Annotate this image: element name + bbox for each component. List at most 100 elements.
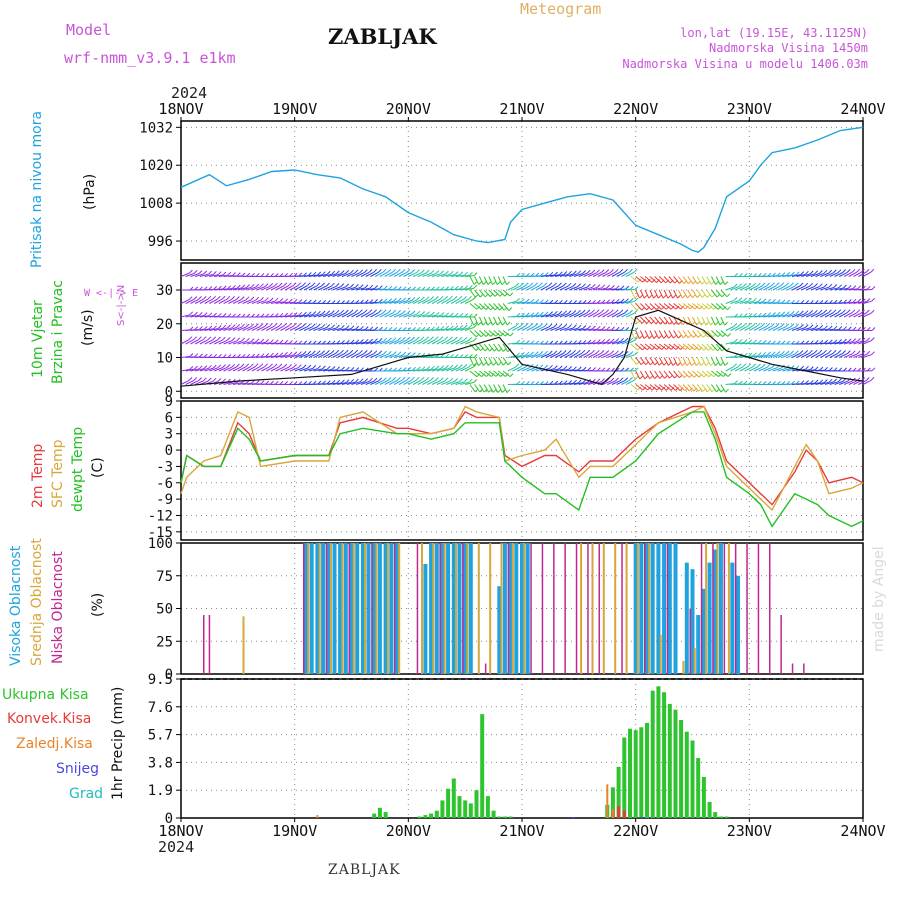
wind-barb: [384, 271, 393, 277]
wind-barb-flag: [435, 326, 440, 330]
wind-barb: [512, 366, 521, 372]
wind-barb-flag: [302, 323, 307, 327]
wind-barb: [687, 289, 693, 299]
wind-barb: [232, 326, 242, 331]
wind-barb-flag: [250, 283, 255, 288]
wind-barb-flag: [458, 336, 463, 341]
wind-barb: [583, 286, 593, 291]
wind-barb: [356, 341, 366, 345]
wind-barb: [564, 285, 574, 291]
wind-barb: [393, 300, 403, 304]
wind-barb: [715, 330, 724, 337]
wind-barb-flag: [383, 298, 388, 303]
wind-barb-flag: [534, 323, 539, 327]
wind-barb-flag: [284, 352, 288, 356]
wind-barb: [843, 271, 853, 277]
wind-barb-flag: [577, 270, 582, 275]
wind-barb-flag: [838, 299, 843, 304]
wind-barb-flag: [586, 269, 591, 274]
wind-barb-flag: [600, 269, 605, 273]
cloud-low-bar: [371, 543, 373, 674]
wind-barb: [232, 287, 242, 291]
wind-barb-flag: [643, 294, 648, 299]
wind-barb-flag: [401, 376, 406, 381]
wind-barb: [237, 299, 247, 304]
wind-barb: [725, 299, 735, 304]
wind-barb: [360, 287, 370, 291]
wind-barb-flag: [620, 285, 625, 290]
wind-barb: [327, 382, 337, 385]
wind-barb: [692, 384, 699, 392]
wind-barb-flag: [411, 310, 416, 315]
wind-barb-flag: [254, 363, 259, 368]
wind-barb-flag: [487, 362, 492, 366]
wind-barb: [673, 316, 679, 325]
wind-barb: [839, 380, 848, 385]
wind-barb: [209, 274, 219, 277]
cloud-mid-bar: [477, 543, 480, 674]
wind-barb: [261, 366, 270, 372]
wind-barb-flag: [445, 353, 450, 358]
wind-barb-flag: [378, 268, 382, 273]
wind-barb: [801, 382, 811, 385]
wind-barb: [185, 380, 195, 385]
wind-barb-flag: [539, 364, 544, 369]
precip-total-bar: [485, 796, 490, 818]
wind-barb-flag: [355, 378, 359, 383]
wind-barb: [185, 272, 195, 277]
wind-barb: [791, 326, 801, 331]
wind-barb: [564, 273, 574, 277]
wind-barb-flag: [828, 339, 833, 344]
wind-barb-flag: [554, 271, 558, 276]
wind-barb-flag: [449, 336, 453, 341]
wind-barb-flag: [753, 339, 757, 344]
wind-barb-flag: [772, 299, 776, 303]
wind-barb-flag: [767, 272, 772, 277]
wind-barb: [417, 272, 427, 277]
wind-barb-flag: [581, 309, 586, 314]
wind-barb: [413, 369, 423, 372]
wind-barb-flag: [345, 283, 350, 288]
wind-barb-flag: [350, 367, 355, 371]
wind-barb-flag: [837, 350, 842, 354]
wind-barb-flag: [317, 299, 322, 304]
wind-barb: [540, 314, 550, 318]
wind-barb-flag: [592, 339, 596, 344]
wind-barb: [715, 303, 724, 310]
cloud-low-bar: [203, 615, 205, 674]
wind-barb: [668, 316, 675, 325]
wind-barb-flag: [464, 313, 469, 317]
wind-barb-flag: [453, 295, 458, 300]
wind-barb-flag: [316, 323, 321, 328]
wind-barb: [346, 328, 356, 331]
wind-barb: [346, 342, 356, 345]
x-tick-label-bottom: 18NOV: [158, 822, 203, 840]
wind-barb-flag: [833, 325, 838, 330]
wind-barb-flag: [321, 350, 326, 354]
wind-barb-flag: [601, 338, 606, 343]
wind-barb-flag: [651, 279, 656, 283]
wind-barb-flag: [322, 271, 326, 276]
wind-barb-flag: [445, 270, 449, 275]
wind-barb-flag: [231, 363, 236, 368]
wind-barb-flag: [426, 366, 431, 370]
wind-barb-flag: [321, 323, 326, 328]
wind-barb: [266, 355, 276, 358]
wind-barb-flag: [227, 271, 232, 276]
wind-barb-flag: [543, 282, 548, 287]
wind-barb-flag: [264, 283, 269, 287]
wind-barb-flag: [658, 335, 663, 339]
wind-barb: [365, 288, 375, 291]
wind-barb-flag: [270, 352, 274, 357]
wind-barb-flag: [871, 286, 876, 290]
wind-barb-flag: [449, 364, 454, 369]
wind-barb-flag: [435, 377, 439, 381]
wind-barb: [204, 339, 213, 345]
wind-barb-flag: [284, 312, 289, 317]
wind-barb: [725, 286, 735, 291]
wind-barb-flag: [308, 299, 312, 304]
wind-barb-flag: [350, 325, 355, 330]
cloud-high-bar: [315, 543, 320, 674]
wind-barb-flag: [203, 325, 208, 330]
wind-barb-flag: [558, 350, 562, 354]
